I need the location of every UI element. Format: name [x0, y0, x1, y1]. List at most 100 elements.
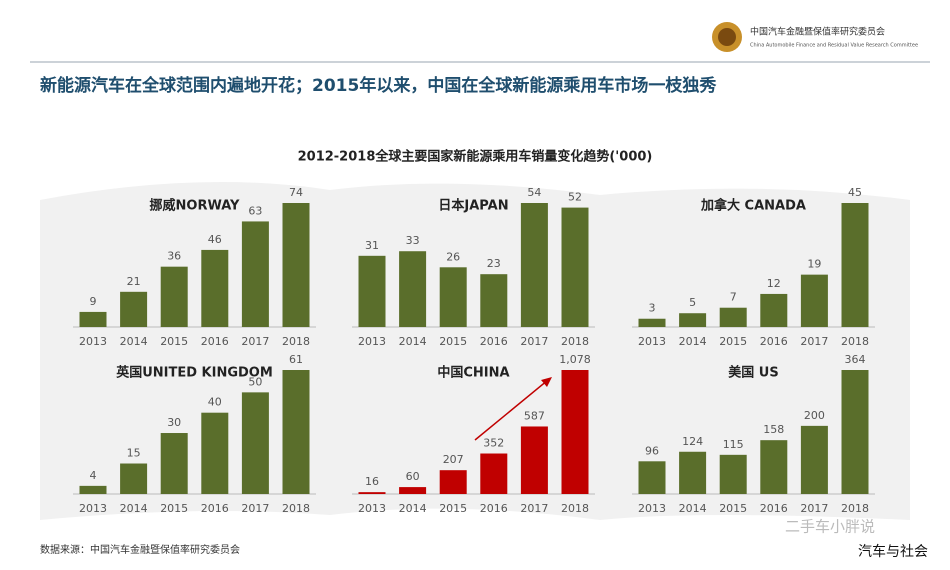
bar	[800, 425, 828, 494]
x-tick-label: 2018	[561, 502, 589, 515]
x-tick-label: 2013	[79, 335, 107, 348]
x-tick-label: 2016	[201, 502, 229, 515]
trend-arrow	[474, 379, 549, 441]
bar	[282, 203, 310, 327]
bar	[719, 454, 747, 494]
value-label: 60	[406, 470, 420, 483]
bar	[439, 267, 467, 327]
value-label: 7	[730, 291, 737, 304]
value-label: 207	[443, 453, 464, 466]
value-label: 31	[365, 239, 379, 252]
watermark: 二手车小胖说	[785, 518, 875, 536]
bar	[760, 440, 788, 494]
chart-title: 2012-2018全球主要国家新能源乘用车销量变化趋势('000)	[298, 149, 653, 165]
bar	[120, 291, 148, 327]
x-tick-label: 2018	[561, 335, 589, 348]
bar	[160, 266, 188, 327]
bar	[79, 311, 107, 327]
x-tick-label: 2015	[719, 502, 747, 515]
value-label: 115	[723, 438, 744, 451]
bar	[561, 370, 589, 494]
bar	[520, 203, 548, 327]
bar	[358, 492, 386, 494]
bar	[79, 485, 107, 494]
x-tick-label: 2013	[638, 502, 666, 515]
bar	[201, 249, 229, 327]
x-tick-label: 2013	[79, 502, 107, 515]
panel-title: 中国CHINA	[437, 365, 509, 381]
x-tick-label: 2015	[439, 502, 467, 515]
bar	[399, 251, 427, 327]
value-label: 158	[763, 423, 784, 436]
value-label: 26	[446, 250, 460, 263]
x-tick-label: 2017	[241, 502, 269, 515]
value-label: 45	[848, 186, 862, 199]
x-tick-label: 2017	[800, 335, 828, 348]
bar	[638, 461, 666, 494]
slide-title: 新能源汽车在全球范围内遍地开花；2015年以来，中国在全球新能源乘用车市场一枝独…	[40, 75, 716, 96]
charts: 挪威NORWAY92013212014362015462016632017742…	[73, 186, 875, 515]
bar	[760, 293, 788, 327]
x-tick-label: 2015	[719, 335, 747, 348]
x-tick-label: 2016	[201, 335, 229, 348]
x-tick-label: 2016	[480, 335, 508, 348]
credit: 汽车与社会	[858, 543, 928, 560]
x-tick-label: 2014	[679, 502, 707, 515]
value-label: 1,078	[559, 353, 591, 366]
x-tick-label: 2014	[399, 335, 427, 348]
value-label: 21	[127, 275, 141, 288]
x-tick-label: 2016	[760, 502, 788, 515]
x-tick-label: 2018	[841, 502, 869, 515]
value-label: 52	[568, 191, 582, 204]
bar	[679, 313, 707, 327]
value-label: 54	[527, 186, 541, 199]
bar	[241, 392, 269, 494]
bar	[800, 274, 828, 327]
panel-title: 美国 US	[728, 365, 778, 381]
x-tick-label: 2016	[480, 502, 508, 515]
value-label: 50	[248, 375, 262, 388]
value-label: 15	[127, 447, 141, 460]
value-label: 33	[406, 234, 420, 247]
value-label: 4	[90, 469, 97, 482]
x-tick-label: 2018	[282, 502, 310, 515]
source: 数据来源：中国汽车金融暨保值率研究委员会	[40, 543, 240, 556]
x-tick-label: 2014	[120, 502, 148, 515]
value-label: 74	[289, 186, 303, 199]
value-label: 36	[167, 250, 181, 263]
x-tick-label: 2015	[160, 335, 188, 348]
value-label: 352	[483, 437, 504, 450]
bar	[358, 255, 386, 327]
x-tick-label: 2015	[160, 502, 188, 515]
x-tick-label: 2017	[520, 502, 548, 515]
bar	[439, 470, 467, 494]
x-tick-label: 2013	[358, 502, 386, 515]
trend-arrow-head	[541, 377, 552, 387]
bar	[679, 451, 707, 494]
x-tick-label: 2013	[358, 335, 386, 348]
value-label: 40	[208, 396, 222, 409]
bar	[480, 274, 508, 327]
logo-icon-inner	[718, 28, 736, 46]
bar	[719, 307, 747, 327]
value-label: 200	[804, 409, 825, 422]
bar	[520, 426, 548, 494]
bar	[841, 370, 869, 494]
panel-title: 日本JAPAN	[438, 198, 508, 214]
x-tick-label: 2018	[282, 335, 310, 348]
bar	[241, 221, 269, 327]
value-label: 23	[487, 257, 501, 270]
x-tick-label: 2015	[439, 335, 467, 348]
value-label: 5	[689, 296, 696, 309]
x-tick-label: 2013	[638, 335, 666, 348]
bar	[561, 207, 589, 327]
value-label: 364	[845, 353, 866, 366]
value-label: 46	[208, 233, 222, 246]
bar	[841, 203, 869, 327]
logo-name: 中国汽车金融暨保值率研究委员会	[750, 26, 885, 38]
x-tick-label: 2014	[120, 335, 148, 348]
panel-title: 加拿大 CANADA	[700, 198, 806, 214]
bar	[160, 433, 188, 494]
value-label: 16	[365, 475, 379, 488]
